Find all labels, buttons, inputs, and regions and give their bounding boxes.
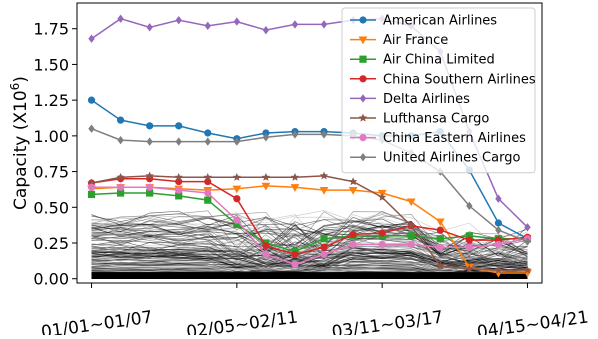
data-point <box>379 229 386 236</box>
legend-label: Air France <box>383 33 448 48</box>
data-point <box>292 20 298 28</box>
y-tick-label: 1.75 <box>33 20 69 39</box>
legend-marker <box>359 56 366 63</box>
data-point <box>291 261 298 268</box>
legend-label: China Eastern Airlines <box>383 131 526 146</box>
legend-marker <box>359 16 366 23</box>
data-point <box>349 241 356 248</box>
data-point <box>88 35 94 43</box>
y-tick-label: 0.50 <box>33 198 69 217</box>
y-tick-label: 1.25 <box>33 91 69 110</box>
y-tick-label: 0.25 <box>33 234 69 253</box>
data-point <box>88 191 95 198</box>
data-point <box>379 241 386 248</box>
legend-label: China Southern Airlines <box>383 72 536 87</box>
data-point <box>291 251 298 258</box>
legend-marker <box>359 75 366 82</box>
data-point <box>466 237 473 244</box>
data-point <box>321 20 327 28</box>
data-point <box>146 184 153 191</box>
data-point <box>233 217 240 224</box>
y-tick-label: 1.50 <box>33 55 69 74</box>
data-point <box>320 235 327 242</box>
x-tick-label: 02/05~02/11 <box>185 307 299 335</box>
data-point <box>407 198 416 206</box>
legend-label: American Airlines <box>383 14 497 29</box>
data-point <box>436 218 445 226</box>
legend-label: Delta Airlines <box>383 92 470 107</box>
data-point <box>176 137 182 145</box>
data-point <box>117 117 124 124</box>
data-point <box>233 195 240 202</box>
data-point <box>495 219 502 226</box>
data-point <box>146 122 153 129</box>
legend-label: Air China Limited <box>383 53 495 68</box>
data-point <box>320 244 327 251</box>
data-point <box>146 23 152 31</box>
data-point <box>204 189 211 196</box>
data-point <box>263 26 269 34</box>
data-point <box>233 173 241 181</box>
data-point <box>262 173 270 181</box>
data-point <box>320 251 327 258</box>
data-point <box>117 15 123 23</box>
data-point <box>320 187 329 195</box>
data-point <box>320 172 328 180</box>
data-point <box>262 242 269 249</box>
data-point <box>204 129 211 136</box>
data-point <box>205 137 211 145</box>
data-point <box>146 137 152 145</box>
data-point <box>205 22 211 30</box>
y-tick-label: 0.75 <box>33 163 69 182</box>
data-point <box>349 231 356 238</box>
legend: American Airlines Air France Air China Lim… <box>342 8 536 173</box>
data-point <box>291 173 299 181</box>
data-point <box>437 227 444 234</box>
data-point <box>88 184 95 191</box>
data-point <box>88 97 95 104</box>
data-point <box>437 235 444 242</box>
data-point <box>437 244 444 251</box>
data-point <box>175 187 182 194</box>
data-point <box>262 251 269 258</box>
data-point <box>117 184 124 191</box>
data-point <box>176 16 182 24</box>
data-point <box>408 232 415 239</box>
data-point <box>88 125 94 133</box>
data-point <box>117 136 123 144</box>
legend-label: Lufthansa Cargo <box>383 112 489 127</box>
data-point <box>495 226 501 234</box>
x-tick-label: 01/01~01/07 <box>40 307 154 335</box>
data-point <box>175 122 182 129</box>
data-point <box>204 197 211 204</box>
y-tick-label: 1.00 <box>33 127 69 146</box>
data-point <box>495 241 502 248</box>
y-axis-label: Capacity (X106) <box>8 76 31 210</box>
legend-label: United Airlines Cargo <box>383 151 520 166</box>
x-tick-label: 03/11~03/17 <box>330 307 444 335</box>
data-point <box>466 244 473 251</box>
x-tick-label: 04/15~04/21 <box>476 307 590 335</box>
y-tick-label: 0.00 <box>33 270 69 289</box>
data-point <box>408 241 415 248</box>
legend-marker <box>359 134 366 141</box>
data-point <box>234 17 240 25</box>
